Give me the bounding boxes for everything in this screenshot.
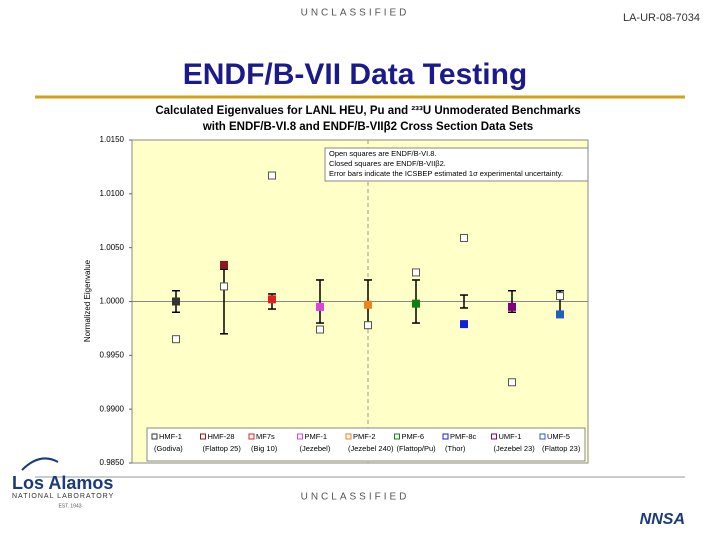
legend-note: (Flattop/Pu) xyxy=(397,444,437,453)
marker xyxy=(316,302,324,311)
marker xyxy=(556,292,564,301)
marker xyxy=(460,320,468,329)
y-tick-label: 1.0050 xyxy=(100,243,125,252)
marker xyxy=(364,300,372,309)
legend-label: HMF-28 xyxy=(208,432,235,441)
legend-label: MF7s xyxy=(256,432,275,441)
marker xyxy=(508,302,516,311)
classification: UNCLASSIFIED xyxy=(301,492,410,503)
legend-label: PMF-8c xyxy=(450,432,477,441)
legend-swatch xyxy=(394,433,400,440)
legend-swatch xyxy=(491,433,497,440)
legend-swatch xyxy=(248,433,255,440)
legend-label: PMF-2 xyxy=(353,432,376,441)
marker xyxy=(460,233,468,242)
legend-label: PMF-1 xyxy=(305,432,328,441)
legend-note: (Jezebel) xyxy=(300,444,331,453)
annotation-box xyxy=(324,147,589,182)
legend-note: (Jezebel 240) xyxy=(348,444,394,453)
legend-note: (Big 10) xyxy=(251,444,278,453)
y-tick-label: 1.0100 xyxy=(100,189,125,198)
legend-swatch xyxy=(539,433,546,440)
legend-swatch xyxy=(151,433,158,440)
agency-logo: NNSA xyxy=(640,511,685,528)
marker xyxy=(172,335,180,344)
chart-subtitle: with ENDF/B-VI.8 and ENDF/B-VIIβ2 Cross … xyxy=(202,121,533,133)
marker xyxy=(556,310,564,319)
marker xyxy=(364,321,372,330)
y-tick-label: 1.0150 xyxy=(100,135,125,144)
legend-swatch xyxy=(442,433,449,440)
legend-label: HMF-1 xyxy=(159,432,182,441)
legend-box xyxy=(146,427,586,462)
lab-subtitle: NATIONAL LABORATORY xyxy=(12,493,114,500)
y-tick-label: 1.0000 xyxy=(100,297,125,306)
y-tick-label: 0.9950 xyxy=(100,350,125,359)
marker xyxy=(220,282,228,291)
chart-title: Calculated Eigenvalues for LANL HEU, Pu … xyxy=(155,105,580,117)
report-number: LA-UR-08-7034 xyxy=(623,12,700,24)
marker xyxy=(172,297,180,306)
marker xyxy=(412,299,420,308)
legend-swatch xyxy=(297,433,303,440)
marker xyxy=(220,260,228,269)
legend-note: (Flattop 23) xyxy=(542,444,581,453)
marker xyxy=(508,378,516,387)
annotation: Closed squares are ENDF/B-VIIβ2. xyxy=(329,159,446,168)
y-tick-label: 0.9900 xyxy=(100,404,125,413)
legend-swatch xyxy=(345,433,352,440)
legend-label: PMF-6 xyxy=(402,432,425,441)
marker xyxy=(412,268,420,277)
y-tick-label: 0.9850 xyxy=(100,458,125,467)
marker xyxy=(268,171,276,180)
annotation: Open squares are ENDF/B-VI.8. xyxy=(329,149,437,158)
lab-name: Los Alamos xyxy=(12,473,113,493)
classification: UNCLASSIFIED xyxy=(301,8,410,19)
marker xyxy=(268,295,276,304)
lab-established: EST. 1943 xyxy=(58,503,81,509)
legend-label: UMF-1 xyxy=(499,432,522,441)
legend-label: UMF-5 xyxy=(547,432,570,441)
marker xyxy=(316,325,324,334)
legend-note: (Godiva) xyxy=(154,444,183,453)
annotation: Error bars indicate the ICSBEP estimated… xyxy=(329,169,563,178)
legend-note: (Jezebel 23) xyxy=(494,444,536,453)
legend-note: (Thor) xyxy=(445,444,466,453)
legend-note: (Flattop 25) xyxy=(203,444,242,453)
logo-swoosh xyxy=(21,457,59,471)
legend-swatch xyxy=(200,433,206,440)
slide-title: ENDF/B-VII Data Testing xyxy=(183,58,527,91)
y-axis-label: Normalized Eigenvalue xyxy=(83,259,92,342)
